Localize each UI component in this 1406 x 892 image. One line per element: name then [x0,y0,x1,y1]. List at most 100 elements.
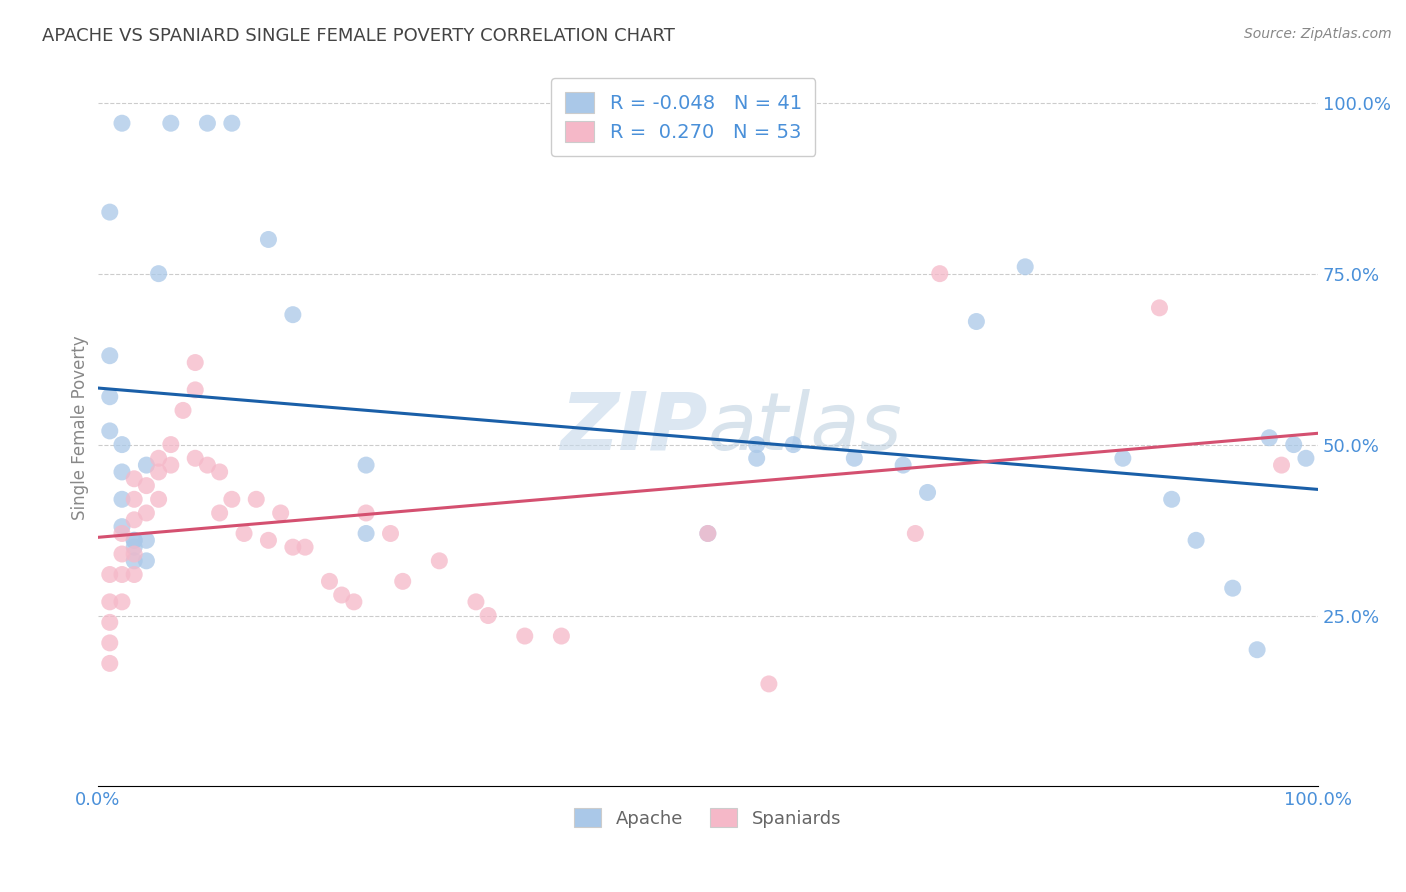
Point [148,451,170,466]
Y-axis label: Single Female Poverty: Single Female Poverty [72,335,89,520]
Point [233,526,256,541]
Point [477,608,499,623]
Point [696,526,718,541]
Point [221,492,243,507]
Point [550,116,572,130]
Point [148,267,170,281]
Point [354,506,377,520]
Legend: Apache, Spaniards: Apache, Spaniards [567,801,849,835]
Point [1282,437,1305,451]
Point [197,116,219,130]
Point [148,492,170,507]
Point [745,451,768,466]
Point [245,492,267,507]
Point [465,595,488,609]
Point [1295,451,1317,466]
Point [281,540,304,554]
Point [270,506,292,520]
Point [135,458,157,472]
Point [294,540,316,554]
Text: APACHE VS SPANIARD SINGLE FEMALE POVERTY CORRELATION CHART: APACHE VS SPANIARD SINGLE FEMALE POVERTY… [42,27,675,45]
Point [135,533,157,548]
Point [111,465,134,479]
Point [257,232,280,246]
Point [1222,581,1244,595]
Point [427,554,450,568]
Point [257,533,280,548]
Point [135,506,157,520]
Point [1014,260,1036,274]
Point [135,478,157,492]
Point [98,349,121,363]
Point [111,526,134,541]
Point [1258,431,1281,445]
Text: atlas: atlas [707,389,903,467]
Point [208,465,231,479]
Point [1160,492,1182,507]
Point [343,595,366,609]
Point [111,595,134,609]
Point [172,403,194,417]
Point [354,458,377,472]
Point [184,451,207,466]
Point [111,437,134,451]
Point [550,629,572,643]
Point [208,506,231,520]
Point [197,458,219,472]
Point [844,451,866,466]
Point [122,513,145,527]
Point [221,116,243,130]
Point [111,492,134,507]
Point [1112,451,1135,466]
Point [122,567,145,582]
Point [122,554,145,568]
Point [159,437,181,451]
Point [1270,458,1292,472]
Point [391,574,413,589]
Point [135,554,157,568]
Point [928,267,950,281]
Text: Source: ZipAtlas.com: Source: ZipAtlas.com [1244,27,1392,41]
Point [318,574,340,589]
Point [782,437,804,451]
Point [380,526,402,541]
Point [330,588,353,602]
Point [122,533,145,548]
Point [965,314,987,328]
Point [98,390,121,404]
Point [98,424,121,438]
Point [122,472,145,486]
Point [111,567,134,582]
Point [98,615,121,630]
Point [891,458,914,472]
Point [745,437,768,451]
Point [904,526,927,541]
Point [159,458,181,472]
Point [1185,533,1208,548]
Point [98,636,121,650]
Point [98,595,121,609]
Point [1149,301,1171,315]
Point [111,547,134,561]
Point [122,540,145,554]
Point [122,533,145,548]
Point [111,116,134,130]
Point [122,492,145,507]
Point [917,485,939,500]
Point [696,526,718,541]
Point [513,629,536,643]
Point [1246,642,1268,657]
Point [98,657,121,671]
Point [281,308,304,322]
Point [184,355,207,369]
Point [184,383,207,397]
Point [758,677,780,691]
Point [98,205,121,219]
Point [98,567,121,582]
Point [148,465,170,479]
Point [354,526,377,541]
Point [122,547,145,561]
Text: ZIP: ZIP [561,389,707,467]
Point [111,519,134,533]
Point [159,116,181,130]
